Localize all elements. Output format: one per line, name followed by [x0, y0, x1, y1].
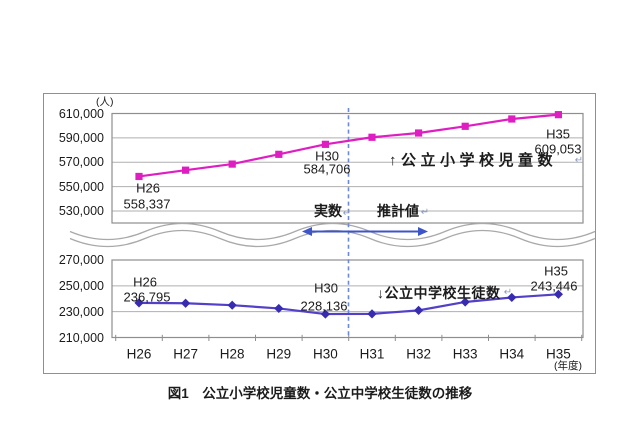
return-mark-icon: ↵ — [574, 155, 584, 166]
x-tick-h31: H31 — [359, 346, 385, 362]
junior-series-label: ↓公立中学校生徒数 — [377, 284, 501, 301]
point-label-elementary-h26-year: H26 — [136, 180, 160, 196]
figure-caption: 図1 公立小学校児童数・公立中学校生徒数の推移 — [167, 386, 473, 401]
x-tick-h28: H28 — [219, 346, 245, 362]
y-tick-bottom-250000: 250,000 — [58, 278, 104, 293]
x-tick-h26: H26 — [126, 346, 152, 362]
x-tick-h29: H29 — [266, 346, 292, 362]
point-label-junior-h35-value: 243,446 — [530, 278, 578, 294]
y-tick-top-550000: 550,000 — [58, 179, 104, 194]
return-mark-icon: ↵ — [503, 287, 513, 298]
return-mark-icon: ↵ — [342, 208, 352, 219]
x-tick-h32: H32 — [406, 346, 431, 362]
y-tick-bottom-230000: 230,000 — [58, 304, 104, 319]
x-tick-h30: H30 — [313, 346, 338, 362]
point-label-elementary-h30-year: H30 — [315, 148, 339, 164]
point-label-elementary-h30-value: 584,706 — [303, 161, 351, 177]
y-axis-unit-label: (人) — [96, 96, 114, 108]
x-axis-unit-label: (年度) — [554, 359, 582, 372]
estimate-values-label: 推計値 — [377, 203, 419, 219]
y-tick-bottom-210000: 210,000 — [58, 330, 104, 345]
x-tick-h33: H33 — [452, 346, 478, 362]
y-tick-top-570000: 570,000 — [58, 155, 104, 170]
y-tick-top-610000: 610,000 — [58, 106, 104, 121]
point-label-elementary-h35-value: 609,053 — [534, 141, 582, 157]
point-label-elementary-h35-year: H35 — [546, 126, 570, 142]
y-tick-bottom-270000: 270,000 — [58, 253, 104, 267]
point-label-junior-h35-year: H35 — [544, 263, 568, 279]
x-tick-h34: H34 — [499, 346, 525, 362]
return-mark-icon: ↵ — [420, 207, 430, 218]
elementary-series-label: ↑公立小学校児童数 — [389, 152, 558, 169]
y-tick-top-590000: 590,000 — [58, 130, 104, 145]
point-label-junior-h26-value: 236,795 — [123, 289, 171, 305]
point-label-junior-h26-year: H26 — [133, 274, 157, 290]
point-label-junior-h30-value: 228,136 — [300, 298, 348, 314]
actual-values-label: 実数 — [314, 203, 342, 219]
point-label-elementary-h26-value: 558,337 — [123, 196, 171, 212]
x-tick-h35: H35 — [546, 346, 571, 362]
point-label-junior-h30-year: H30 — [314, 280, 338, 296]
y-tick-top-530000: 530,000 — [58, 204, 104, 218]
x-tick-h27: H27 — [173, 346, 198, 362]
